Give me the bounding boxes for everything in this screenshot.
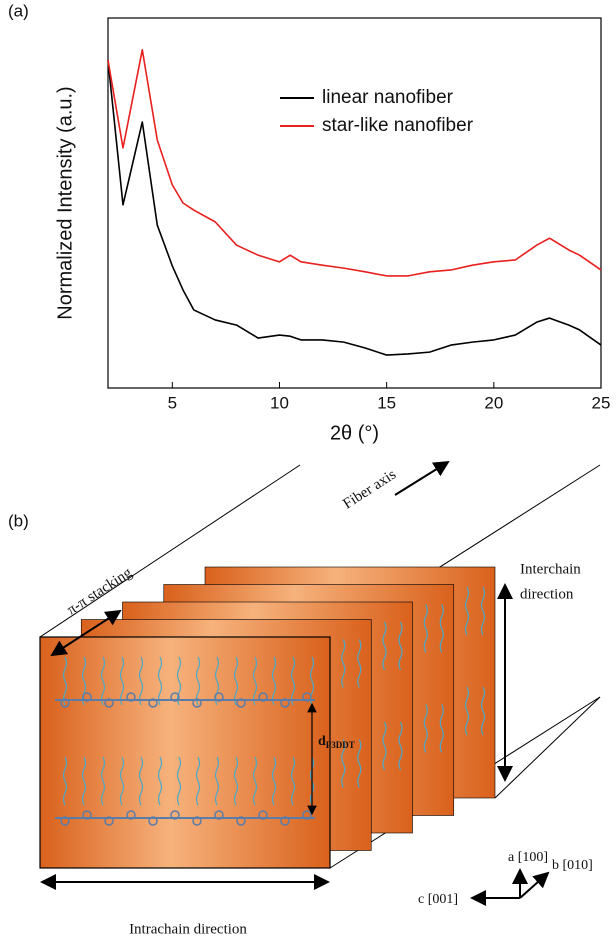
thiophene bbox=[82, 810, 92, 820]
side-chain bbox=[195, 656, 201, 806]
side-chain bbox=[157, 656, 163, 806]
thiophene bbox=[214, 692, 224, 702]
fiber-axis-label: Fiber axis bbox=[340, 467, 399, 513]
thiophene bbox=[236, 698, 246, 708]
thiophene bbox=[60, 816, 70, 826]
side-chain bbox=[341, 639, 346, 788]
side-chain bbox=[119, 656, 125, 806]
x-tick-label: 5 bbox=[168, 393, 177, 412]
side-chain bbox=[290, 656, 296, 806]
thiophene bbox=[60, 698, 70, 708]
side-chain bbox=[62, 656, 68, 806]
thiophene bbox=[280, 816, 290, 826]
x-axis-label: 2θ (°) bbox=[330, 422, 379, 444]
thiophene bbox=[236, 816, 246, 826]
thiophene bbox=[104, 816, 114, 826]
panel-label: (b) bbox=[8, 511, 29, 530]
side-chain bbox=[252, 656, 258, 806]
interchain-label: Interchain bbox=[520, 561, 581, 577]
side-chain bbox=[480, 586, 486, 736]
thiophene bbox=[126, 810, 136, 820]
thiophene bbox=[82, 692, 92, 702]
d-sub: P3DDT bbox=[326, 740, 355, 750]
x-tick-label: 10 bbox=[270, 393, 289, 412]
side-chain bbox=[464, 586, 470, 736]
x-tick-label: 15 bbox=[377, 393, 396, 412]
axis-c-label: c [001] bbox=[418, 892, 458, 907]
side-chain bbox=[398, 621, 403, 771]
d-spacing-label: dP3DDT bbox=[318, 734, 355, 750]
data-line bbox=[107, 60, 602, 356]
arrow bbox=[50, 609, 122, 657]
legend-label: linear nanofiber bbox=[322, 87, 454, 108]
thiophene bbox=[258, 692, 268, 702]
thiophene bbox=[192, 816, 202, 826]
side-chain bbox=[382, 621, 387, 771]
legend-label: star-like nanofiber bbox=[322, 115, 474, 136]
arrow bbox=[394, 460, 450, 496]
thiophene bbox=[280, 698, 290, 708]
side-chain bbox=[176, 656, 182, 806]
thiophene bbox=[170, 810, 180, 820]
d-main: d bbox=[318, 734, 326, 749]
thiophene bbox=[148, 698, 158, 708]
box-edge bbox=[494, 696, 601, 799]
side-chain bbox=[423, 604, 428, 753]
thiophene bbox=[258, 810, 268, 820]
arrow bbox=[519, 871, 550, 899]
interchain-label: direction bbox=[520, 586, 574, 602]
thiophene bbox=[192, 698, 202, 708]
side-chain bbox=[439, 604, 444, 753]
x-tick-label: 20 bbox=[484, 393, 503, 412]
side-chain bbox=[214, 656, 220, 806]
intrachain-label: Intrachain direction bbox=[129, 921, 247, 937]
data-line bbox=[107, 49, 602, 277]
side-chain bbox=[271, 656, 277, 806]
axis-b-label: b [010] bbox=[552, 858, 593, 873]
axis-a-label: a [100] bbox=[508, 850, 548, 865]
y-axis-label: Normalized Intensity (a.u.) bbox=[54, 86, 76, 319]
side-chain bbox=[233, 656, 239, 806]
box-edge bbox=[39, 464, 301, 638]
thiophene bbox=[302, 692, 312, 702]
thiophene bbox=[170, 692, 180, 702]
thiophene bbox=[148, 816, 158, 826]
thiophene bbox=[104, 698, 114, 708]
side-chain bbox=[100, 656, 106, 806]
plot-frame bbox=[107, 17, 602, 389]
x-tick-label: 25 bbox=[592, 393, 611, 412]
panel-label: (a) bbox=[8, 1, 29, 20]
side-chain bbox=[138, 656, 144, 806]
thiophene bbox=[126, 692, 136, 702]
side-chain bbox=[357, 639, 362, 788]
lamella bbox=[39, 636, 331, 869]
thiophene bbox=[214, 810, 224, 820]
